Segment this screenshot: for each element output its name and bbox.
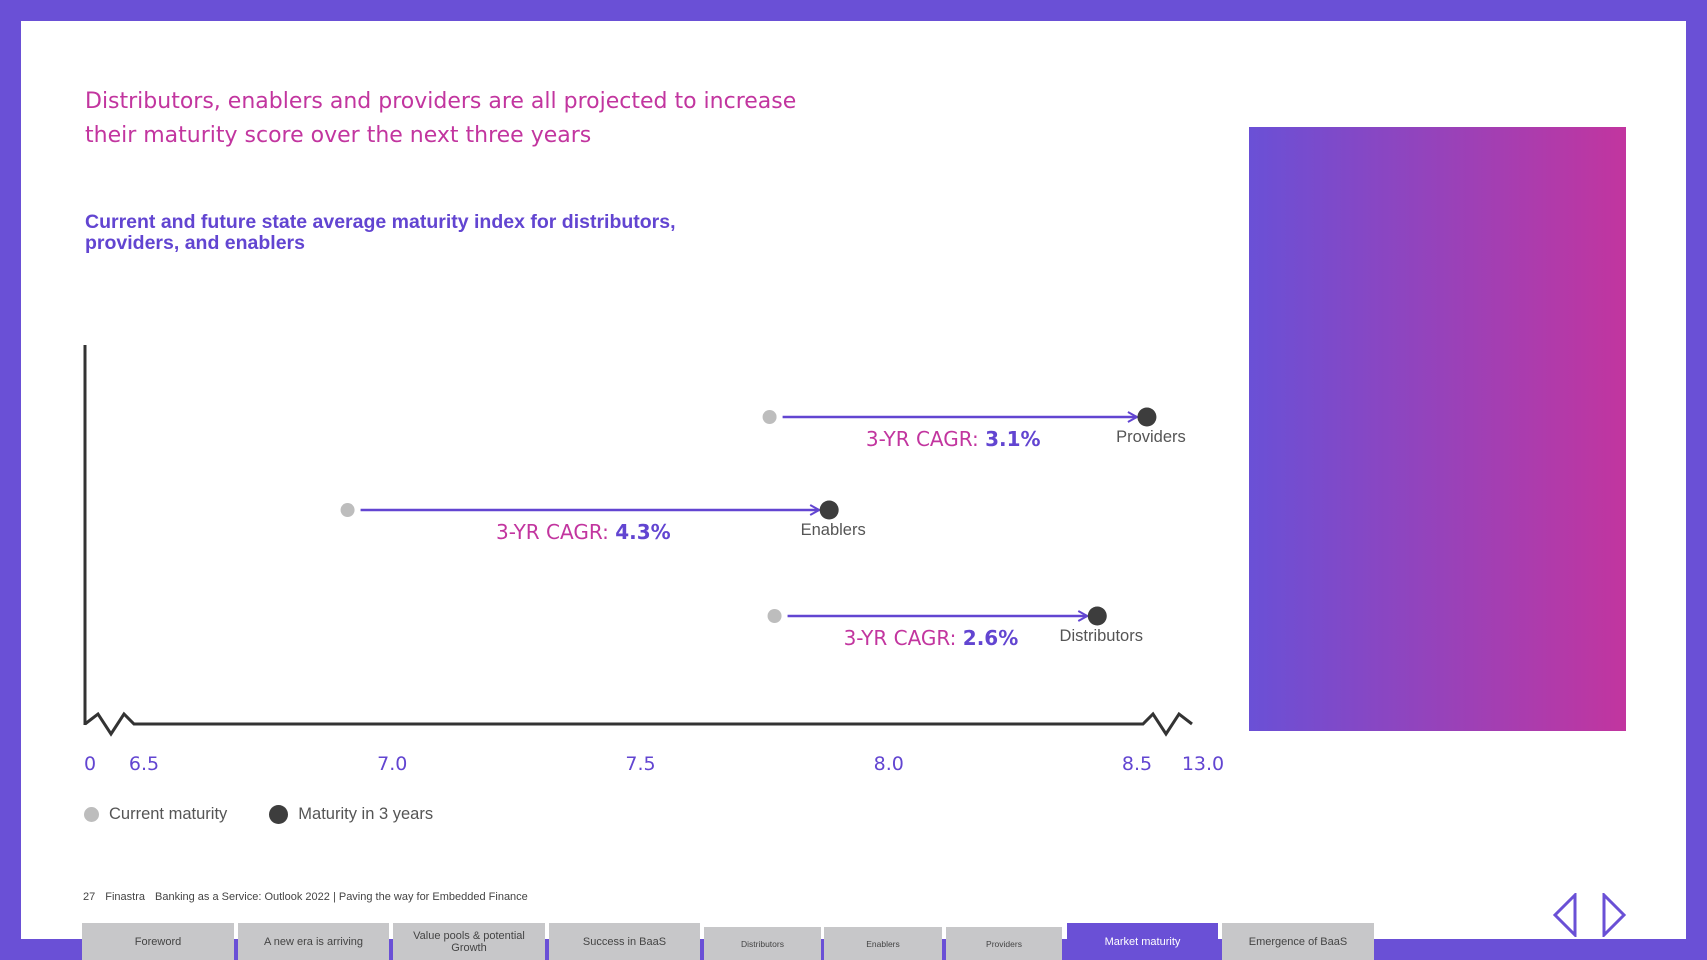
future-maturity-dot [269,804,289,824]
tab-distributors[interactable]: Distributors [704,927,821,960]
cagr-label: 3-YR CAGR: 4.3% [496,520,671,544]
legend-future-label: Maturity in 3 years [298,804,434,823]
tab-foreword[interactable]: Foreword [82,923,234,960]
tab-providers[interactable]: Providers [946,927,1062,960]
x-tick-labels: 0 6.5 7.0 7.5 8.0 8.5 13.0 [84,753,1224,775]
row-distributors: Distributors 3-YR CAGR: 2.6% [767,606,1143,650]
page-number: 27 [83,891,96,903]
tab-market-maturity[interactable]: Market maturity [1067,923,1218,960]
tab-emergence-of-baas[interactable]: Emergence of BaaS [1222,923,1374,960]
chart-rows: Providers 3-YR CAGR: 3.1% Enablers 3-YR CAG… [340,407,1186,650]
gradient-panel [1249,127,1626,731]
next-slide-button[interactable] [1601,893,1627,937]
x-tick-label: 8.5 [1122,753,1152,775]
cagr-label: 3-YR CAGR: 3.1% [866,427,1041,451]
x-tick-label: 8.0 [874,753,904,775]
legend: Current maturity Maturity in 3 years [84,803,475,825]
current-maturity-point [340,503,355,517]
footer: 27 Finastra Banking as a Service: Outlook … [83,891,538,903]
tab-new-era[interactable]: A new era is arriving [238,923,389,960]
row-providers: Providers 3-YR CAGR: 3.1% [762,407,1186,451]
current-maturity-point [767,609,782,623]
current-maturity-dot [84,806,99,822]
x-axis [84,711,1193,737]
legend-current: Current maturity [84,805,227,824]
future-maturity-point [1137,407,1157,427]
category-label: Distributors [1060,627,1143,645]
x-tick-label: 0 [84,753,96,775]
tab-enablers[interactable]: Enablers [824,927,942,960]
x-tick-label: 7.5 [625,753,655,775]
legend-future: Maturity in 3 years [269,804,434,824]
cagr-label: 3-YR CAGR: 2.6% [844,626,1019,650]
category-label: Providers [1116,428,1186,446]
current-maturity-point [762,410,777,424]
prev-slide-button[interactable] [1552,893,1578,937]
tab-success-in-baas[interactable]: Success in BaaS [549,923,700,960]
row-enablers: Enablers 3-YR CAGR: 4.3% [340,500,866,544]
maturity-chart: 0 6.5 7.0 7.5 8.0 8.5 13.0 Providers 3-YR CAGR:… [83,345,1224,775]
category-label: Enablers [801,521,866,539]
legend-current-label: Current maturity [109,804,228,823]
chevron-left-icon [1552,893,1577,937]
chart-title: Current and future state average maturit… [85,211,676,254]
x-tick-label: 7.0 [377,753,407,775]
footer-publication: Banking as a Service: Outlook 2022 | Pav… [155,891,528,903]
chevron-right-icon [1602,893,1627,937]
footer-brand: Finastra [105,891,145,903]
headline: Distributors, enablers and providers are… [85,89,797,148]
tab-value-pools[interactable]: Value pools & potential Growth [393,923,545,960]
x-tick-label: 13.0 [1182,753,1224,775]
x-tick-label: 6.5 [129,753,159,775]
future-maturity-point [819,500,839,520]
future-maturity-point [1087,606,1107,626]
